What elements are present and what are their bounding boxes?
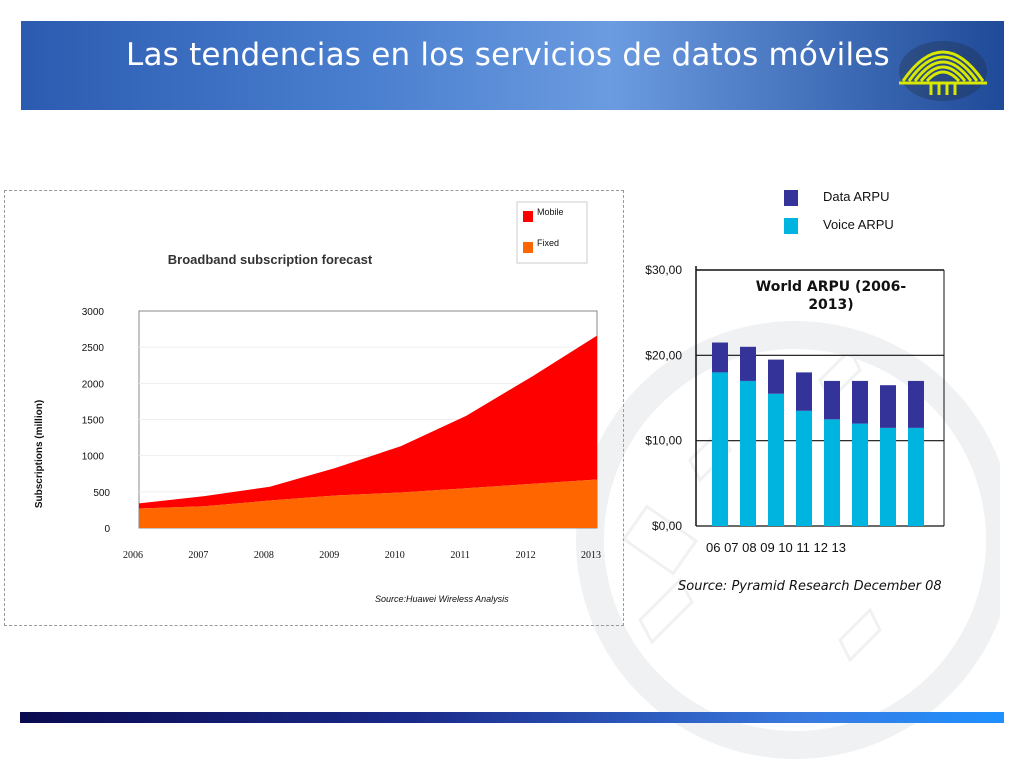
bar-data-arpu: [880, 385, 896, 428]
legend-swatch-mobile: [523, 211, 533, 222]
bar-data-arpu: [740, 346, 756, 381]
y-tick-label: $30,00: [645, 263, 682, 277]
x-axis-category-labels: 06 07 08 09 10 11 12 13: [706, 540, 846, 555]
x-tick-label: 2006: [123, 550, 143, 561]
bar-voice-arpu: [824, 419, 840, 526]
bar-data-arpu: [712, 342, 728, 373]
bar-data-arpu: [796, 372, 812, 411]
broadband-chart-panel: Broadband subscription forecast Mobile F…: [4, 190, 624, 626]
legend-label-fixed: Fixed: [537, 238, 559, 248]
x-tick-label: 2013: [581, 550, 601, 561]
y-tick-label: 2000: [82, 379, 105, 390]
bar-voice-arpu: [712, 372, 728, 526]
bar-data-arpu: [824, 380, 840, 420]
footer-bar: [20, 712, 1004, 723]
legend: Data ARPU Voice ARPU: [784, 189, 894, 234]
y-tick-label: 0: [104, 524, 110, 535]
y-tick-label: $10,00: [645, 434, 682, 448]
plot-area: 0 500 1000 1500 2000 2500 3000 2006 2007 2008 2009…: [82, 307, 601, 561]
bar-voice-arpu: [880, 427, 896, 526]
y-tick-label: $0,00: [652, 519, 682, 533]
series-area-fixed: [139, 479, 597, 528]
bar-voice-arpu: [796, 410, 812, 526]
broadband-area-chart: Broadband subscription forecast Mobile F…: [34, 201, 601, 604]
source-note: Source: Pyramid Research December 08: [678, 579, 942, 594]
x-tick-label: 2012: [516, 550, 536, 561]
source-note: Source:Huawei Wireless Analysis: [375, 594, 509, 604]
plot-area: $0,00 $10,00 $20,00 $30,00: [645, 263, 945, 533]
university-logo: [899, 41, 987, 101]
legend-label-data-arpu: Data ARPU: [823, 189, 889, 204]
bar-voice-arpu: [852, 423, 868, 526]
bar-data-arpu: [768, 359, 784, 394]
chart-title: Broadband subscription forecast: [168, 252, 373, 267]
x-tick-label: 2007: [188, 550, 208, 561]
legend: Mobile Fixed: [516, 201, 588, 264]
x-tick-label: 2008: [254, 550, 274, 561]
legend-swatch-voice-arpu: [784, 218, 798, 234]
title-banner: Las tendencias en los servicios de datos…: [21, 21, 1004, 110]
y-axis-label: Subscriptions (million): [34, 400, 45, 508]
y-tick-label: 1000: [82, 452, 105, 463]
legend-label-voice-arpu: Voice ARPU: [823, 217, 894, 232]
arpu-bar-chart: Data ARPU Voice ARPU $0,00 $10,00 $20,00 $3…: [645, 189, 945, 594]
x-tick-label: 2009: [319, 550, 339, 561]
legend-swatch-data-arpu: [784, 190, 798, 206]
legend-swatch-fixed: [523, 242, 533, 253]
bar-voice-arpu: [768, 393, 784, 526]
y-tick-label: 1500: [82, 416, 105, 427]
y-tick-label: 500: [93, 488, 110, 499]
chart-title: World ARPU (2006-2013): [756, 279, 907, 313]
legend-label-mobile: Mobile: [537, 207, 564, 217]
bar-data-arpu: [908, 380, 924, 428]
series-area-mobile: [139, 335, 597, 509]
bar-voice-arpu: [908, 427, 924, 526]
y-tick-label: 3000: [82, 307, 105, 318]
slide-title: Las tendencias en los servicios de datos…: [126, 37, 890, 73]
bar-data-arpu: [852, 380, 868, 424]
y-tick-label: 2500: [82, 343, 105, 354]
bar-voice-arpu: [740, 380, 756, 526]
y-tick-label: $20,00: [645, 348, 682, 362]
x-tick-label: 2011: [450, 550, 470, 561]
x-tick-label: 2010: [385, 550, 405, 561]
